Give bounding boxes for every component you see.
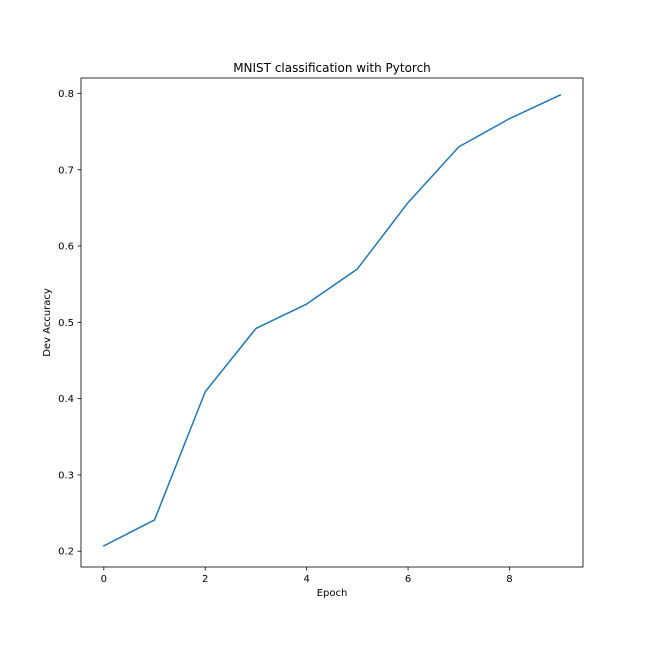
x-tick-label: 8	[506, 574, 512, 585]
y-tick-label: 0.8	[58, 89, 74, 100]
y-tick-label: 0.6	[58, 242, 74, 253]
y-tick-label: 0.2	[58, 547, 74, 558]
series-line	[102, 94, 562, 547]
series-layer	[102, 94, 562, 547]
plot-area	[81, 78, 583, 567]
plot-frame	[80, 77, 584, 568]
data-point	[254, 327, 257, 330]
data-point	[102, 544, 105, 547]
x-axis-ticks: 0 2 4 6 8	[101, 567, 513, 585]
data-point	[305, 303, 308, 306]
chart-title: MNIST classification with Pytorch	[233, 61, 431, 75]
x-tick-label: 4	[303, 574, 309, 585]
y-tick-label: 0.4	[58, 394, 74, 405]
data-point	[356, 267, 359, 270]
x-tick-label: 6	[405, 574, 411, 585]
x-tick-label: 2	[202, 574, 208, 585]
data-point	[153, 518, 156, 521]
x-axis-label: Epoch	[317, 588, 348, 599]
y-axis-ticks: 0.2 0.3 0.4 0.5 0.6 0.7 0.8	[58, 89, 81, 558]
data-point	[559, 94, 562, 97]
data-point	[457, 145, 460, 148]
data-point	[204, 390, 207, 393]
y-tick-label: 0.5	[58, 318, 74, 329]
y-axis-label: Dev Accuracy	[42, 288, 53, 357]
data-point	[508, 117, 511, 120]
y-tick-label: 0.7	[58, 165, 74, 176]
y-tick-label: 0.3	[58, 470, 74, 481]
data-point	[407, 201, 410, 204]
x-tick-label: 0	[101, 574, 107, 585]
